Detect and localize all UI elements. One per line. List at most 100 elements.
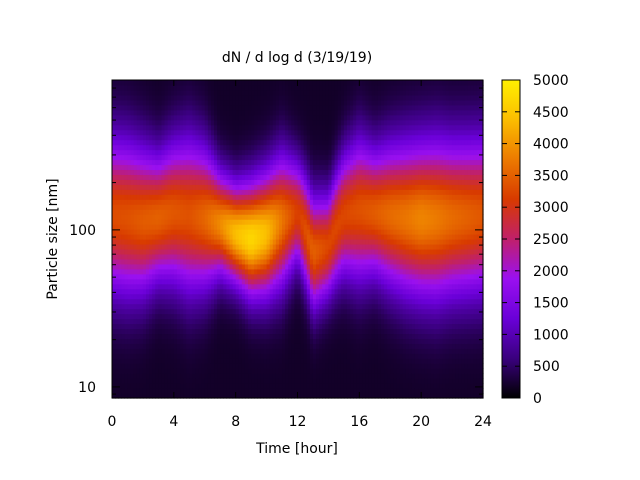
heatmap-cell	[176, 164, 181, 171]
heatmap-cell	[214, 174, 218, 180]
heatmap-cell	[139, 224, 144, 230]
heatmap-cell	[328, 209, 333, 215]
heatmap-cell	[133, 318, 138, 325]
heatmap-cell	[124, 134, 129, 141]
heatmap-cell	[306, 388, 311, 394]
heatmap-cell	[319, 263, 323, 270]
heatmap-cell	[309, 184, 314, 190]
heatmap-cell	[232, 268, 237, 275]
heatmap-cell	[207, 388, 212, 394]
heatmap-cell	[294, 234, 299, 240]
heatmap-cell	[170, 234, 175, 240]
heatmap-cell	[343, 144, 348, 151]
heatmap-cell	[152, 89, 156, 96]
heatmap-cell	[139, 393, 144, 399]
heatmap-cell	[146, 184, 150, 190]
heatmap-cell	[214, 109, 218, 116]
heatmap-cell	[291, 343, 296, 349]
heatmap-cell	[210, 119, 215, 126]
heatmap-cell	[316, 119, 320, 126]
heatmap-cell	[350, 194, 354, 200]
heatmap-cell	[210, 84, 215, 91]
heatmap-cell	[235, 318, 240, 325]
heatmap-cell	[232, 243, 237, 250]
heatmap-cell	[278, 99, 283, 106]
heatmap-cell	[235, 194, 240, 200]
heatmap-cell	[309, 159, 314, 166]
heatmap-cell	[118, 194, 122, 200]
heatmap-cell	[306, 214, 311, 220]
heatmap-cell	[238, 214, 243, 220]
heatmap-cell	[340, 383, 345, 389]
heatmap-cell	[183, 318, 187, 325]
heatmap-cell	[161, 99, 166, 106]
heatmap-cell	[204, 383, 209, 389]
heatmap-cell	[136, 393, 141, 399]
heatmap-cell	[180, 243, 184, 250]
heatmap-cell	[263, 243, 268, 250]
heatmap-cell	[223, 89, 227, 96]
heatmap-cell	[170, 119, 175, 126]
heatmap-cell	[285, 363, 289, 369]
heatmap-cell	[217, 358, 221, 364]
heatmap-cell	[121, 318, 125, 325]
heatmap-cell	[223, 164, 227, 171]
heatmap-cell	[343, 308, 348, 315]
heatmap-cell	[217, 204, 221, 210]
heatmap-cell	[142, 293, 147, 300]
heatmap-cell	[278, 239, 283, 245]
heatmap-cell	[288, 154, 292, 161]
heatmap-cell	[115, 94, 119, 101]
heatmap-cell	[198, 229, 203, 235]
heatmap-cell	[223, 358, 227, 364]
heatmap-cell	[238, 303, 243, 310]
heatmap-cell	[226, 104, 231, 111]
heatmap-cell	[183, 144, 187, 151]
heatmap-cell	[192, 80, 197, 86]
heatmap-cell	[115, 114, 119, 121]
heatmap-cell	[254, 313, 258, 320]
heatmap-cell	[214, 199, 218, 205]
heatmap-cell	[214, 89, 218, 96]
heatmap-cell	[269, 298, 274, 305]
heatmap-cell	[275, 298, 280, 305]
heatmap-cell	[136, 373, 141, 379]
heatmap-cell	[282, 129, 286, 136]
heatmap-cell	[167, 99, 172, 106]
heatmap-cell	[306, 308, 311, 315]
heatmap-cell	[291, 278, 296, 285]
heatmap-cell	[325, 328, 330, 335]
heatmap-cell	[115, 313, 119, 320]
heatmap-cell	[161, 124, 166, 131]
heatmap-cell	[241, 114, 246, 121]
heatmap-cell	[192, 353, 197, 359]
heatmap-cell	[133, 124, 138, 131]
heatmap-cell	[139, 363, 144, 369]
heatmap-cell	[257, 298, 261, 305]
heatmap-cell	[337, 368, 342, 374]
heatmap-cell	[118, 248, 122, 255]
heatmap-cell	[198, 189, 203, 195]
heatmap-cell	[217, 154, 221, 161]
heatmap-cell	[319, 144, 323, 151]
heatmap-cell	[282, 179, 286, 185]
heatmap-cell	[248, 333, 252, 339]
heatmap-cell	[198, 204, 203, 210]
heatmap-cell	[220, 248, 224, 255]
heatmap-cell	[176, 243, 181, 250]
heatmap-cell	[161, 393, 166, 399]
heatmap-cell	[248, 353, 252, 359]
heatmap-cell	[142, 144, 147, 151]
heatmap-cell	[325, 89, 330, 96]
heatmap-cell	[198, 134, 203, 141]
heatmap-cell	[254, 273, 258, 280]
heatmap-cell	[343, 114, 348, 121]
heatmap-cell	[319, 204, 323, 210]
heatmap-cell	[269, 348, 274, 354]
heatmap-cell	[331, 263, 336, 270]
heatmap-cell	[297, 179, 302, 185]
heatmap-cell	[229, 248, 234, 255]
heatmap-cell	[198, 323, 203, 330]
heatmap-cell	[334, 124, 339, 131]
heatmap-cell	[309, 243, 314, 250]
